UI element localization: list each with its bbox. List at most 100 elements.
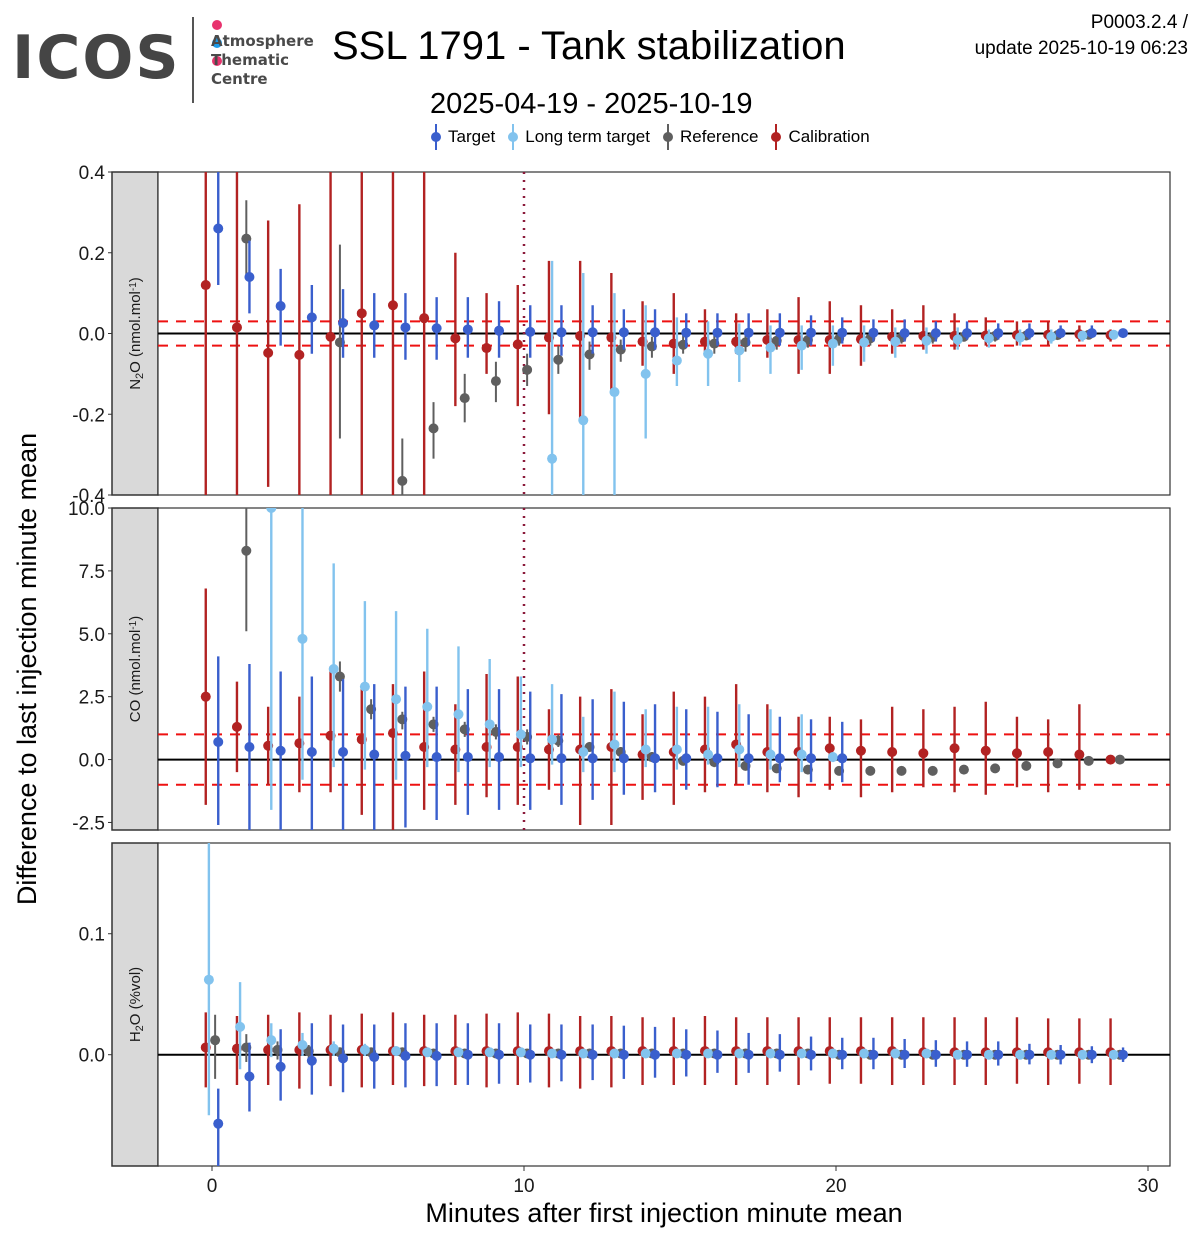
logo-subtitle: Atmosphere Thematic Centre xyxy=(211,32,314,88)
data-point xyxy=(930,1049,941,1060)
data-point xyxy=(231,721,242,732)
data-point xyxy=(890,1048,901,1059)
data-point xyxy=(896,765,907,776)
data-point xyxy=(1043,747,1054,758)
data-point xyxy=(1108,1049,1119,1060)
y-tick-label: -0.4 xyxy=(72,486,105,507)
data-point xyxy=(400,322,411,333)
data-point xyxy=(859,1048,870,1059)
data-point xyxy=(494,1049,505,1060)
data-point xyxy=(484,1047,495,1058)
data-point xyxy=(422,701,433,712)
x-tick-label: 20 xyxy=(825,1176,846,1197)
data-point xyxy=(681,753,692,764)
data-point xyxy=(241,545,252,556)
data-point xyxy=(609,1048,620,1059)
data-point xyxy=(459,393,470,404)
data-point xyxy=(671,355,682,366)
update-timestamp: update 2025-10-19 06:23 xyxy=(974,38,1188,59)
panel-n2o: N2O (nmol.mol-1) 0.4 0.2 0.0 -0.2 -0.4 xyxy=(72,163,1171,507)
data-point xyxy=(490,376,501,387)
legend-key-icon xyxy=(768,124,784,150)
panel-border xyxy=(157,842,1171,1167)
legend-key-icon xyxy=(505,124,521,150)
data-point xyxy=(806,1049,817,1060)
data-point xyxy=(587,753,598,764)
data-point xyxy=(990,763,1001,774)
data-point xyxy=(930,328,941,339)
data-point xyxy=(827,1048,838,1059)
version-line: P0003.2.4 / xyxy=(1090,12,1188,33)
data-point xyxy=(774,753,785,764)
facet-strip-label: H2O (%vol) xyxy=(127,967,146,1042)
data-point xyxy=(962,328,973,339)
data-point xyxy=(462,324,473,335)
data-point xyxy=(827,338,838,349)
data-point xyxy=(1011,748,1022,759)
data-point xyxy=(618,753,629,764)
y-tick-label: 0.0 xyxy=(79,751,105,772)
data-point xyxy=(294,349,305,360)
data-point xyxy=(734,345,745,356)
data-point xyxy=(734,744,745,755)
data-point xyxy=(275,745,286,756)
data-point xyxy=(958,764,969,775)
data-point xyxy=(949,743,960,754)
data-point xyxy=(618,1049,629,1060)
data-point xyxy=(553,354,564,365)
data-point xyxy=(200,691,211,702)
data-point xyxy=(806,327,817,338)
data-point xyxy=(422,1047,433,1058)
data-point xyxy=(453,709,464,720)
y-tick-label: 5.0 xyxy=(79,625,105,646)
facet-strip-label: CO (nmol.mol-1) xyxy=(127,616,144,722)
data-point xyxy=(235,1021,246,1032)
data-point xyxy=(650,753,661,764)
data-point xyxy=(484,719,495,730)
data-point xyxy=(899,1049,910,1060)
y-tick-label: 0.1 xyxy=(79,925,105,946)
data-point xyxy=(338,1053,349,1064)
data-point xyxy=(1077,330,1088,341)
data-point xyxy=(481,343,492,354)
legend-item: Long term target xyxy=(505,124,650,150)
legend-key-icon xyxy=(660,124,676,150)
data-point xyxy=(681,327,692,338)
data-point xyxy=(431,752,442,763)
logo-dot xyxy=(212,56,222,66)
data-point xyxy=(983,333,994,344)
series-target xyxy=(213,172,1129,360)
data-point xyxy=(1021,760,1032,771)
data-point xyxy=(306,312,317,323)
data-point xyxy=(462,752,473,763)
data-point xyxy=(431,323,442,334)
legend-label: Target xyxy=(448,127,496,146)
data-point xyxy=(837,327,848,338)
data-point xyxy=(338,747,349,758)
data-point xyxy=(765,342,776,353)
data-point xyxy=(328,1043,339,1054)
data-point xyxy=(650,327,661,338)
data-point xyxy=(743,327,754,338)
data-point xyxy=(1118,328,1129,339)
data-point xyxy=(1055,1049,1066,1060)
legend-label: Calibration xyxy=(788,127,870,146)
data-point xyxy=(387,300,398,311)
y-tick-label: 7.5 xyxy=(79,562,105,583)
data-point xyxy=(859,337,870,348)
data-point xyxy=(1046,331,1057,342)
data-point xyxy=(734,1048,745,1059)
data-point xyxy=(703,348,714,359)
legend-key-icon xyxy=(428,124,444,150)
x-axis-title: Minutes after first injection minute mea… xyxy=(425,1198,902,1228)
data-point xyxy=(1077,1049,1088,1060)
data-point xyxy=(774,1049,785,1060)
data-point xyxy=(1118,1049,1129,1060)
legend-item: Target xyxy=(428,124,495,150)
data-point xyxy=(993,1049,1004,1060)
data-point xyxy=(796,340,807,351)
data-point xyxy=(338,318,349,329)
data-point xyxy=(213,223,224,234)
data-point xyxy=(703,749,714,760)
data-point xyxy=(297,1040,308,1051)
